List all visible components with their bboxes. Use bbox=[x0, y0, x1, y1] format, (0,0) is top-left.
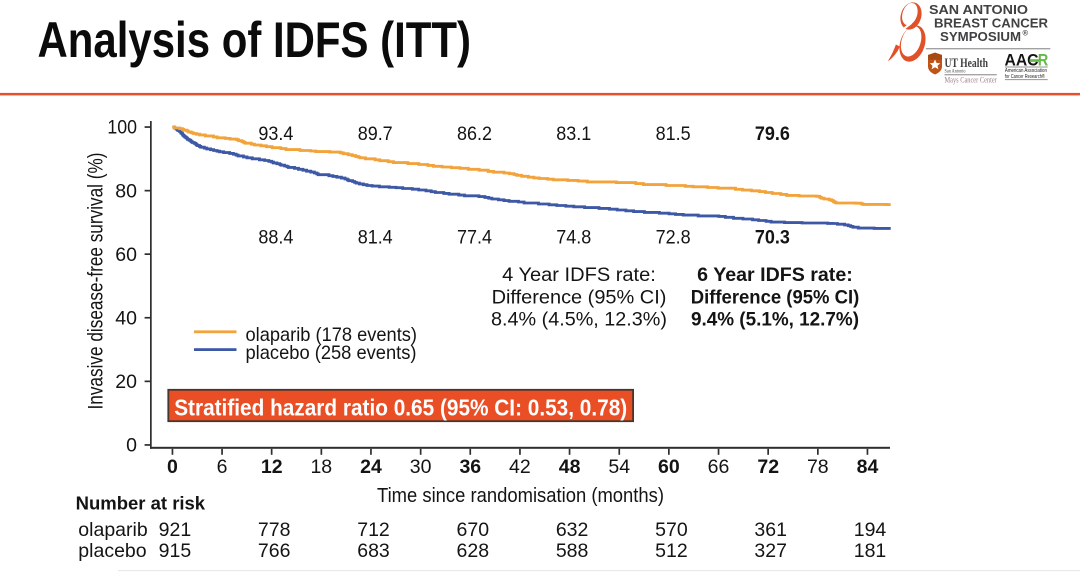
svg-text:194: 194 bbox=[854, 519, 887, 541]
svg-text:olaparib: olaparib bbox=[78, 519, 148, 541]
svg-text:9.4% (5.1%, 12.7%): 9.4% (5.1%, 12.7%) bbox=[691, 310, 859, 331]
svg-text:San Antonio: San Antonio bbox=[945, 69, 966, 75]
svg-text:74.8: 74.8 bbox=[556, 227, 591, 249]
svg-text:40: 40 bbox=[115, 308, 137, 330]
svg-text:778: 778 bbox=[258, 519, 291, 541]
svg-text:89.7: 89.7 bbox=[358, 123, 393, 145]
svg-text:36: 36 bbox=[459, 456, 481, 478]
svg-text:100: 100 bbox=[107, 117, 137, 139]
svg-text:placebo (258 events): placebo (258 events) bbox=[246, 342, 417, 364]
svg-text:BREAST CANCER: BREAST CANCER bbox=[934, 16, 1048, 31]
svg-text:72.8: 72.8 bbox=[656, 227, 691, 249]
svg-text:628: 628 bbox=[457, 540, 490, 562]
svg-text:6 Year IDFS rate:: 6 Year IDFS rate: bbox=[697, 265, 853, 286]
svg-text:83.1: 83.1 bbox=[556, 123, 591, 145]
svg-text:361: 361 bbox=[754, 519, 787, 541]
svg-text:Mays Cancer Center: Mays Cancer Center bbox=[945, 74, 997, 84]
svg-text:20: 20 bbox=[115, 371, 137, 393]
svg-text:12: 12 bbox=[261, 456, 283, 478]
svg-text:®: ® bbox=[1023, 29, 1029, 38]
svg-text:SAN ANTONIO: SAN ANTONIO bbox=[929, 2, 1028, 17]
svg-text:86.2: 86.2 bbox=[457, 123, 492, 145]
svg-text:4 Year IDFS rate:: 4 Year IDFS rate: bbox=[502, 265, 656, 286]
svg-text:AAC: AAC bbox=[1005, 50, 1039, 69]
svg-text:327: 327 bbox=[754, 540, 787, 562]
svg-text:42: 42 bbox=[509, 456, 531, 478]
svg-text:American Association: American Association bbox=[1005, 68, 1047, 74]
svg-text:0: 0 bbox=[167, 456, 178, 478]
svg-text:placebo: placebo bbox=[78, 540, 146, 562]
svg-text:48: 48 bbox=[559, 456, 581, 478]
svg-text:915: 915 bbox=[159, 540, 192, 562]
svg-text:766: 766 bbox=[258, 540, 291, 562]
svg-text:Time since randomisation (mont: Time since randomisation (months) bbox=[377, 485, 664, 507]
svg-text:70.3: 70.3 bbox=[755, 227, 790, 249]
svg-text:81.4: 81.4 bbox=[358, 227, 393, 249]
svg-text:Invasive disease-free survival: Invasive disease-free survival (%) bbox=[85, 153, 108, 410]
svg-text:78: 78 bbox=[807, 456, 829, 478]
svg-text:SYMPOSIUM: SYMPOSIUM bbox=[940, 29, 1021, 44]
svg-text:6: 6 bbox=[217, 456, 228, 478]
svg-text:for Cancer Research®: for Cancer Research® bbox=[1005, 73, 1046, 80]
svg-text:54: 54 bbox=[608, 456, 630, 478]
svg-text:24: 24 bbox=[360, 456, 382, 478]
svg-text:Difference (95% CI): Difference (95% CI) bbox=[691, 287, 860, 308]
svg-text:712: 712 bbox=[357, 519, 390, 541]
svg-text:Stratified hazard ratio 0.65 (: Stratified hazard ratio 0.65 (95% CI: 0.… bbox=[174, 395, 627, 421]
svg-text:60: 60 bbox=[658, 456, 680, 478]
svg-text:80: 80 bbox=[115, 180, 137, 202]
svg-text:olaparib (178 events): olaparib (178 events) bbox=[246, 324, 418, 346]
svg-text:84: 84 bbox=[857, 456, 879, 478]
svg-text:66: 66 bbox=[708, 456, 730, 478]
svg-text:588: 588 bbox=[556, 540, 589, 562]
svg-text:181: 181 bbox=[854, 540, 887, 562]
svg-text:0: 0 bbox=[126, 435, 137, 457]
svg-text:93.4: 93.4 bbox=[258, 123, 293, 145]
svg-text:683: 683 bbox=[357, 540, 390, 562]
svg-text:Number at risk: Number at risk bbox=[76, 493, 206, 514]
svg-text:81.5: 81.5 bbox=[656, 123, 691, 145]
svg-text:921: 921 bbox=[159, 519, 192, 541]
svg-text:88.4: 88.4 bbox=[258, 227, 293, 249]
svg-text:18: 18 bbox=[310, 456, 332, 478]
svg-text:Difference (95% CI): Difference (95% CI) bbox=[492, 287, 667, 308]
svg-text:60: 60 bbox=[115, 244, 137, 266]
svg-text:512: 512 bbox=[655, 540, 688, 562]
svg-text:UT Health: UT Health bbox=[945, 56, 989, 70]
svg-text:79.6: 79.6 bbox=[755, 123, 790, 145]
svg-text:Analysis of IDFS (ITT): Analysis of IDFS (ITT) bbox=[38, 12, 472, 68]
svg-text:30: 30 bbox=[410, 456, 432, 478]
svg-text:670: 670 bbox=[457, 519, 490, 541]
svg-text:77.4: 77.4 bbox=[457, 227, 492, 249]
svg-text:72: 72 bbox=[757, 456, 779, 478]
svg-text:R: R bbox=[1038, 50, 1049, 69]
svg-text:570: 570 bbox=[655, 519, 688, 541]
svg-text:632: 632 bbox=[556, 519, 589, 541]
svg-text:8.4% (4.5%, 12.3%): 8.4% (4.5%, 12.3%) bbox=[491, 310, 667, 331]
